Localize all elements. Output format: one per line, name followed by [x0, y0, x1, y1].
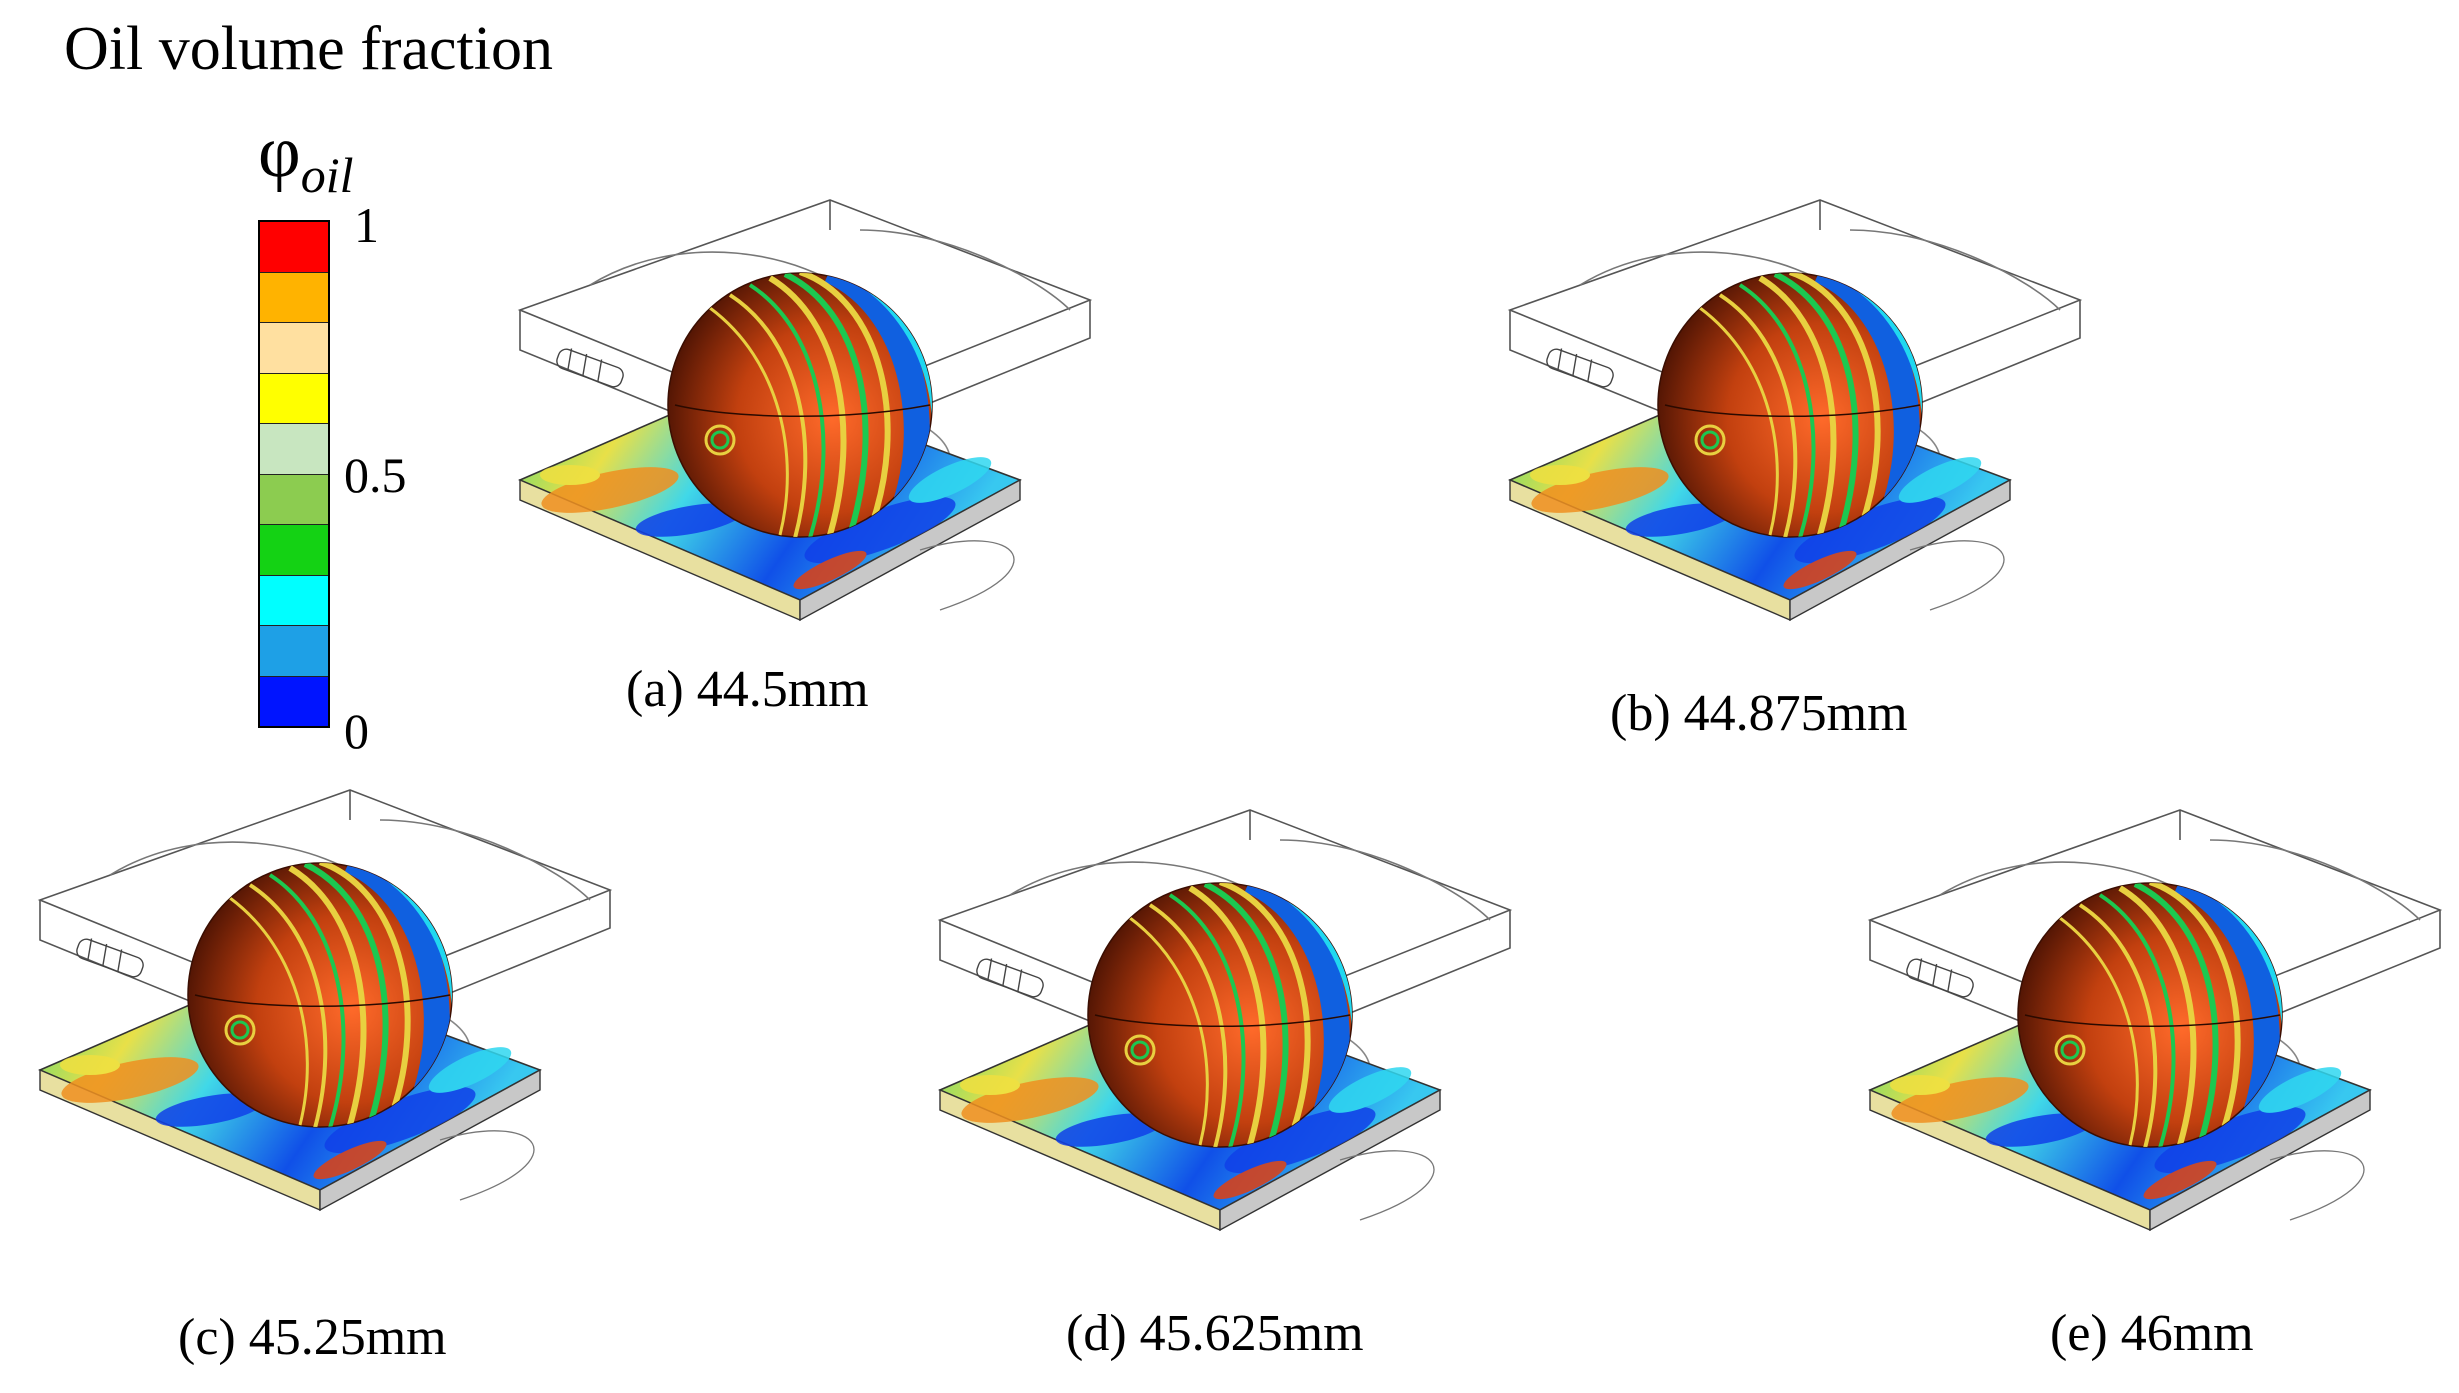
colorbar-segment-8 [260, 626, 328, 677]
colorbar-segment-4 [260, 424, 328, 475]
caption-e: (e) 46mm [2050, 1305, 2254, 1362]
caption-a: (a) 44.5mm [626, 661, 869, 718]
panel-e-figure [1850, 800, 2450, 1260]
colorbar [258, 220, 330, 728]
caption-d: (d) 45.625mm [1066, 1305, 1364, 1362]
colorbar-segment-2 [260, 323, 328, 374]
colorbar-segment-7 [260, 575, 328, 626]
legend-symbol: φoil [258, 110, 354, 203]
colorbar-segment-6 [260, 525, 328, 576]
colorbar-segment-0 [260, 222, 328, 273]
caption-b: (b) 44.875mm [1610, 685, 1908, 742]
panel-b-figure [1490, 190, 2090, 650]
panel-a-figure [500, 190, 1100, 650]
panel-a [500, 190, 1100, 650]
colorbar-segment-9 [260, 676, 328, 726]
colorbar-segment-1 [260, 272, 328, 323]
panel-c-figure [20, 780, 620, 1240]
legend-symbol-phi: φ [258, 111, 301, 193]
legend-symbol-subscript: oil [300, 147, 354, 203]
colorbar-segment-3 [260, 373, 328, 424]
panel-b [1490, 190, 2090, 650]
colorbar-tick-min: 0 [344, 703, 369, 759]
colorbar-segment-5 [260, 474, 328, 525]
panel-d [920, 800, 1520, 1260]
caption-c: (c) 45.25mm [178, 1309, 447, 1366]
colorbar-tick-max: 1 [354, 197, 379, 253]
colorbar-tick-mid: 0.5 [344, 447, 407, 503]
panel-e [1850, 800, 2450, 1260]
panel-d-figure [920, 800, 1520, 1260]
panel-c [20, 780, 620, 1240]
legend-title: Oil volume fraction [64, 15, 553, 83]
